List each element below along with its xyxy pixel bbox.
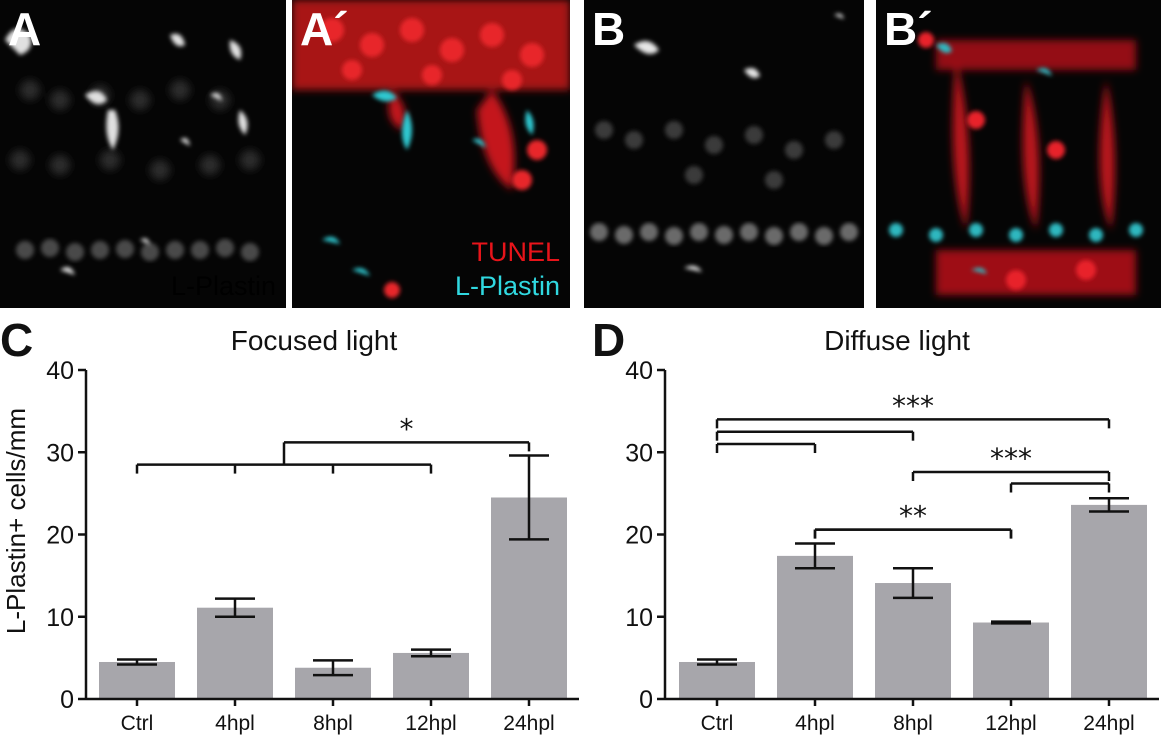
chart-label-c: C <box>0 314 33 366</box>
micrograph-panel-a: A L-Plastin <box>0 0 286 308</box>
x-tick-label: 24hpl <box>503 712 554 735</box>
panel-label-a: A <box>8 3 42 55</box>
micrograph-panel-b-prime: B´ <box>876 0 1161 308</box>
micrograph-panel-a-prime: A´ TUNEL L-Plastin <box>292 0 570 308</box>
chart-label-d: D <box>592 314 625 366</box>
y-tick-label: 40 <box>625 357 653 385</box>
bar-4hpl <box>197 607 273 699</box>
chart-title-focused: Focused light <box>231 325 398 356</box>
panel-label-b: B <box>592 3 626 55</box>
panel-label-b-prime: B´ <box>884 3 933 55</box>
chart-title-diffuse: Diffuse light <box>824 325 970 356</box>
y-tick-label: 30 <box>46 439 74 467</box>
y-tick-label: 20 <box>46 522 74 550</box>
x-tick-label: 24hpl <box>1083 712 1134 735</box>
bar-charts: C Focused light L-Plastin+ cells/mm 0 10 2… <box>0 314 1159 735</box>
bar-24hpl <box>1071 504 1147 699</box>
x-tick-label: 4hpl <box>215 712 255 735</box>
micrograph-image-a <box>5 28 260 275</box>
y-tick-label: 30 <box>625 439 653 467</box>
significance-label: *** <box>990 442 1032 475</box>
y-axis-label: L-Plastin+ cells/mm <box>1 408 31 634</box>
bar-8hpl <box>875 583 951 699</box>
y-tick-label: 20 <box>625 522 653 550</box>
x-tick-label: 4hpl <box>795 712 835 735</box>
chart-focused-light: C Focused light L-Plastin+ cells/mm 0 10 2… <box>0 314 579 735</box>
micrograph-image-a-prime <box>292 0 570 298</box>
significance-label: * <box>400 412 414 445</box>
panel-caption-lplastin-a: L-Plastin <box>170 271 276 301</box>
y-tick-label: 0 <box>639 686 653 714</box>
x-tick-label: 8hpl <box>313 712 353 735</box>
panel-label-a-prime: A´ <box>300 3 349 55</box>
panel-caption-lplastin-a-prime: L-Plastin <box>454 271 560 301</box>
x-tick-label: Ctrl <box>121 712 154 735</box>
micrograph-image-b-prime <box>889 32 1143 295</box>
bar-Ctrl <box>99 661 175 699</box>
x-tick-label: 8hpl <box>893 712 933 735</box>
bar-12hpl <box>973 622 1049 699</box>
x-tick-label: 12hpl <box>405 712 456 735</box>
bar-4hpl <box>777 555 853 699</box>
micrograph-image-b <box>590 13 858 272</box>
y-tick-label: 10 <box>46 604 74 632</box>
x-tick-label: 12hpl <box>985 712 1036 735</box>
y-tick-label: 10 <box>625 604 653 632</box>
y-tick-label: 0 <box>60 686 74 714</box>
x-tick-label: Ctrl <box>701 712 734 735</box>
panel-caption-tunel: TUNEL <box>471 237 560 267</box>
bar-Ctrl <box>679 661 755 699</box>
y-tick-label: 40 <box>46 357 74 385</box>
significance-label: *** <box>892 389 934 422</box>
bar-12hpl <box>393 652 469 699</box>
micrograph-panel-b: B <box>584 0 864 308</box>
significance-label: ** <box>899 500 927 533</box>
chart-diffuse-light: D Diffuse light 0 10 20 30 40 Ctrl 4hpl 8hpl 12h… <box>592 314 1159 735</box>
